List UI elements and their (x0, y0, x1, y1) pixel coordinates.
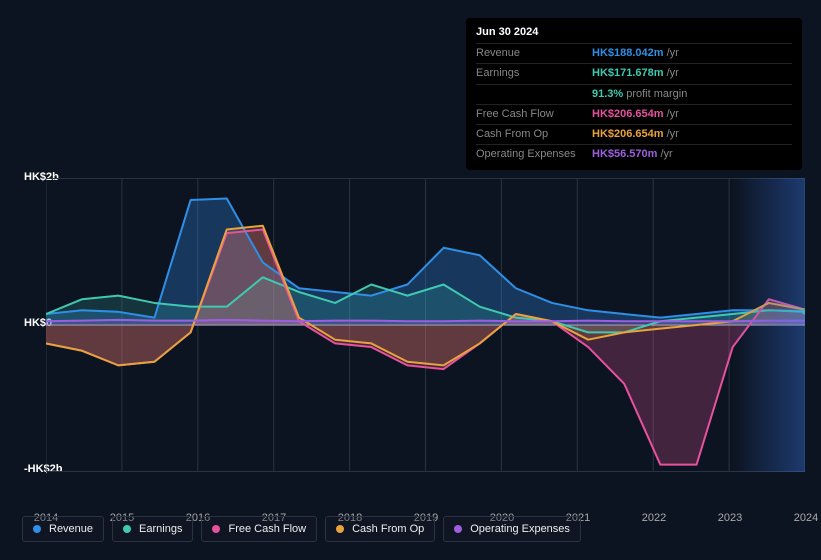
tooltip-row: 91.3%profit margin (476, 84, 792, 104)
legend-item-free-cash-flow[interactable]: Free Cash Flow (201, 516, 317, 542)
x-tick: 2022 (642, 512, 666, 524)
tooltip-unit: /yr (667, 128, 679, 141)
tooltip-row: EarningsHK$171.678m/yr (476, 63, 792, 83)
tooltip-unit: profit margin (626, 88, 687, 101)
tooltip-row: RevenueHK$188.042m/yr (476, 43, 792, 63)
tooltip-row: Free Cash FlowHK$206.654m/yr (476, 104, 792, 124)
x-tick: 2023 (718, 512, 742, 524)
financials-chart[interactable]: HK$2bHK$0-HK$2b 201420152016201720182019… (16, 160, 805, 502)
tooltip-unit: /yr (667, 108, 679, 121)
tooltip-value: HK$56.570m (592, 148, 657, 161)
tooltip-value: HK$206.654m (592, 108, 664, 121)
legend-label: Revenue (49, 523, 93, 535)
tooltip-label: Operating Expenses (476, 148, 592, 161)
legend: Revenue Earnings Free Cash Flow Cash From O… (22, 516, 581, 542)
plot-area[interactable] (46, 178, 805, 472)
tooltip-date: Jun 30 2024 (476, 26, 792, 43)
legend-dot (123, 525, 131, 533)
legend-label: Cash From Op (352, 523, 424, 535)
tooltip-unit: /yr (660, 148, 672, 161)
tooltip-label: Free Cash Flow (476, 108, 592, 121)
x-tick: 2024 (794, 512, 818, 524)
tooltip-unit: /yr (667, 47, 679, 60)
tooltip-label: Earnings (476, 67, 592, 80)
legend-dot (336, 525, 344, 533)
legend-label: Free Cash Flow (228, 523, 306, 535)
legend-item-earnings[interactable]: Earnings (112, 516, 193, 542)
legend-label: Operating Expenses (470, 523, 570, 535)
tooltip-value: HK$206.654m (592, 128, 664, 141)
legend-label: Earnings (139, 523, 182, 535)
tooltip-row: Operating ExpensesHK$56.570m/yr (476, 144, 792, 164)
legend-item-operating-expenses[interactable]: Operating Expenses (443, 516, 581, 542)
chart-tooltip: Jun 30 2024 RevenueHK$188.042m/yrEarning… (466, 18, 802, 170)
legend-item-revenue[interactable]: Revenue (22, 516, 104, 542)
tooltip-label: Cash From Op (476, 128, 592, 141)
tooltip-row: Cash From OpHK$206.654m/yr (476, 124, 792, 144)
tooltip-unit: /yr (667, 67, 679, 80)
tooltip-value: HK$171.678m (592, 67, 664, 80)
tooltip-label: Revenue (476, 47, 592, 60)
legend-dot (33, 525, 41, 533)
tooltip-value: 91.3% (592, 88, 623, 101)
legend-dot (212, 525, 220, 533)
legend-dot (454, 525, 462, 533)
tooltip-value: HK$188.042m (592, 47, 664, 60)
legend-item-cash-from-op[interactable]: Cash From Op (325, 516, 435, 542)
chart-svg (46, 178, 805, 472)
